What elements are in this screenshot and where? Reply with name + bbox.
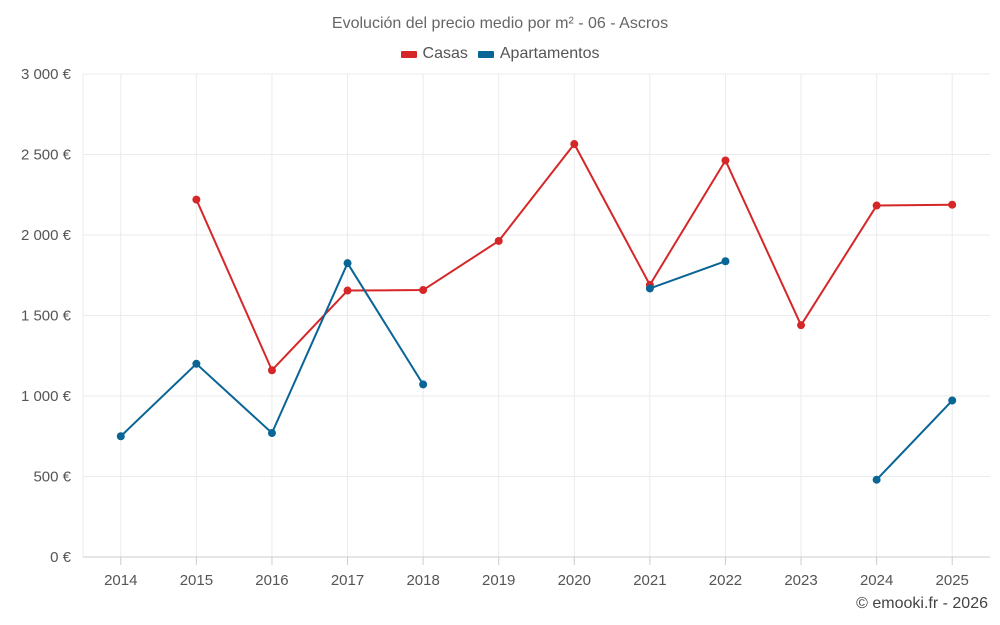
- x-tick-label: 2016: [255, 572, 288, 589]
- y-tick-label: 2 500 €: [21, 147, 72, 164]
- data-point-apartamentos: [948, 396, 957, 405]
- legend-item-apartamentos[interactable]: Apartamentos: [477, 45, 600, 63]
- y-tick-label: 1 000 €: [21, 388, 72, 405]
- series-line-apartamentos: [649, 260, 726, 290]
- series-layer: [116, 140, 957, 484]
- y-tick-label: 1 500 €: [21, 308, 72, 325]
- series-casas: [192, 140, 957, 375]
- axes: 0 € 500 € 1 000 € 1 500 € 2 000 € 2 500 € 3 00…: [21, 66, 990, 589]
- y-tick-label: 2 000 €: [21, 227, 72, 244]
- data-point-apartamentos: [645, 284, 654, 293]
- credit-text: © emooki.fr - 2026: [856, 595, 988, 612]
- data-point-casas: [494, 236, 503, 245]
- legend-swatch-apartamentos: [477, 50, 494, 58]
- data-point-casas: [419, 286, 428, 295]
- x-tick-label: 2021: [633, 572, 666, 589]
- data-point-apartamentos: [343, 259, 352, 268]
- y-tick-label: 3 000 €: [21, 66, 72, 83]
- series-apartamentos: [116, 257, 957, 484]
- x-tick-label: 2019: [482, 572, 515, 589]
- data-point-apartamentos: [872, 475, 881, 484]
- series-line-apartamentos: [875, 399, 953, 481]
- legend-item-casas[interactable]: Casas: [400, 45, 468, 63]
- legend-swatch-casas: [400, 50, 417, 58]
- legend-label-apartamentos: Apartamentos: [499, 45, 600, 62]
- legend-label-casas: Casas: [422, 45, 468, 62]
- y-tick-label: 500 €: [33, 469, 71, 486]
- data-point-casas: [797, 321, 806, 330]
- data-point-apartamentos: [192, 359, 201, 368]
- x-tick-label: 2023: [784, 572, 817, 589]
- data-point-casas: [267, 366, 276, 375]
- data-point-apartamentos: [116, 432, 125, 441]
- x-tick-label: 2017: [331, 572, 364, 589]
- data-point-apartamentos: [419, 380, 428, 389]
- data-point-casas: [343, 286, 352, 295]
- data-point-casas: [192, 195, 201, 204]
- x-tick-label: 2015: [180, 572, 213, 589]
- chart-title: Evolución del precio medio por m² - 06 -…: [331, 15, 669, 32]
- x-tick-label: 2025: [936, 572, 969, 589]
- data-point-casas: [872, 201, 881, 210]
- x-tick-label: 2020: [558, 572, 591, 589]
- x-tick-label: 2014: [104, 572, 137, 589]
- x-tick-label: 2018: [406, 572, 439, 589]
- x-tick-label: 2024: [860, 572, 893, 589]
- x-tick-label: 2022: [709, 572, 742, 589]
- legend: Casas Apartamentos: [0, 45, 1000, 63]
- data-point-apartamentos: [267, 429, 276, 438]
- grid: [82, 73, 990, 558]
- data-point-apartamentos: [721, 257, 730, 266]
- data-point-casas: [721, 156, 730, 165]
- data-point-casas: [948, 200, 957, 209]
- data-point-casas: [570, 140, 579, 149]
- y-tick-label: 0 €: [50, 549, 72, 566]
